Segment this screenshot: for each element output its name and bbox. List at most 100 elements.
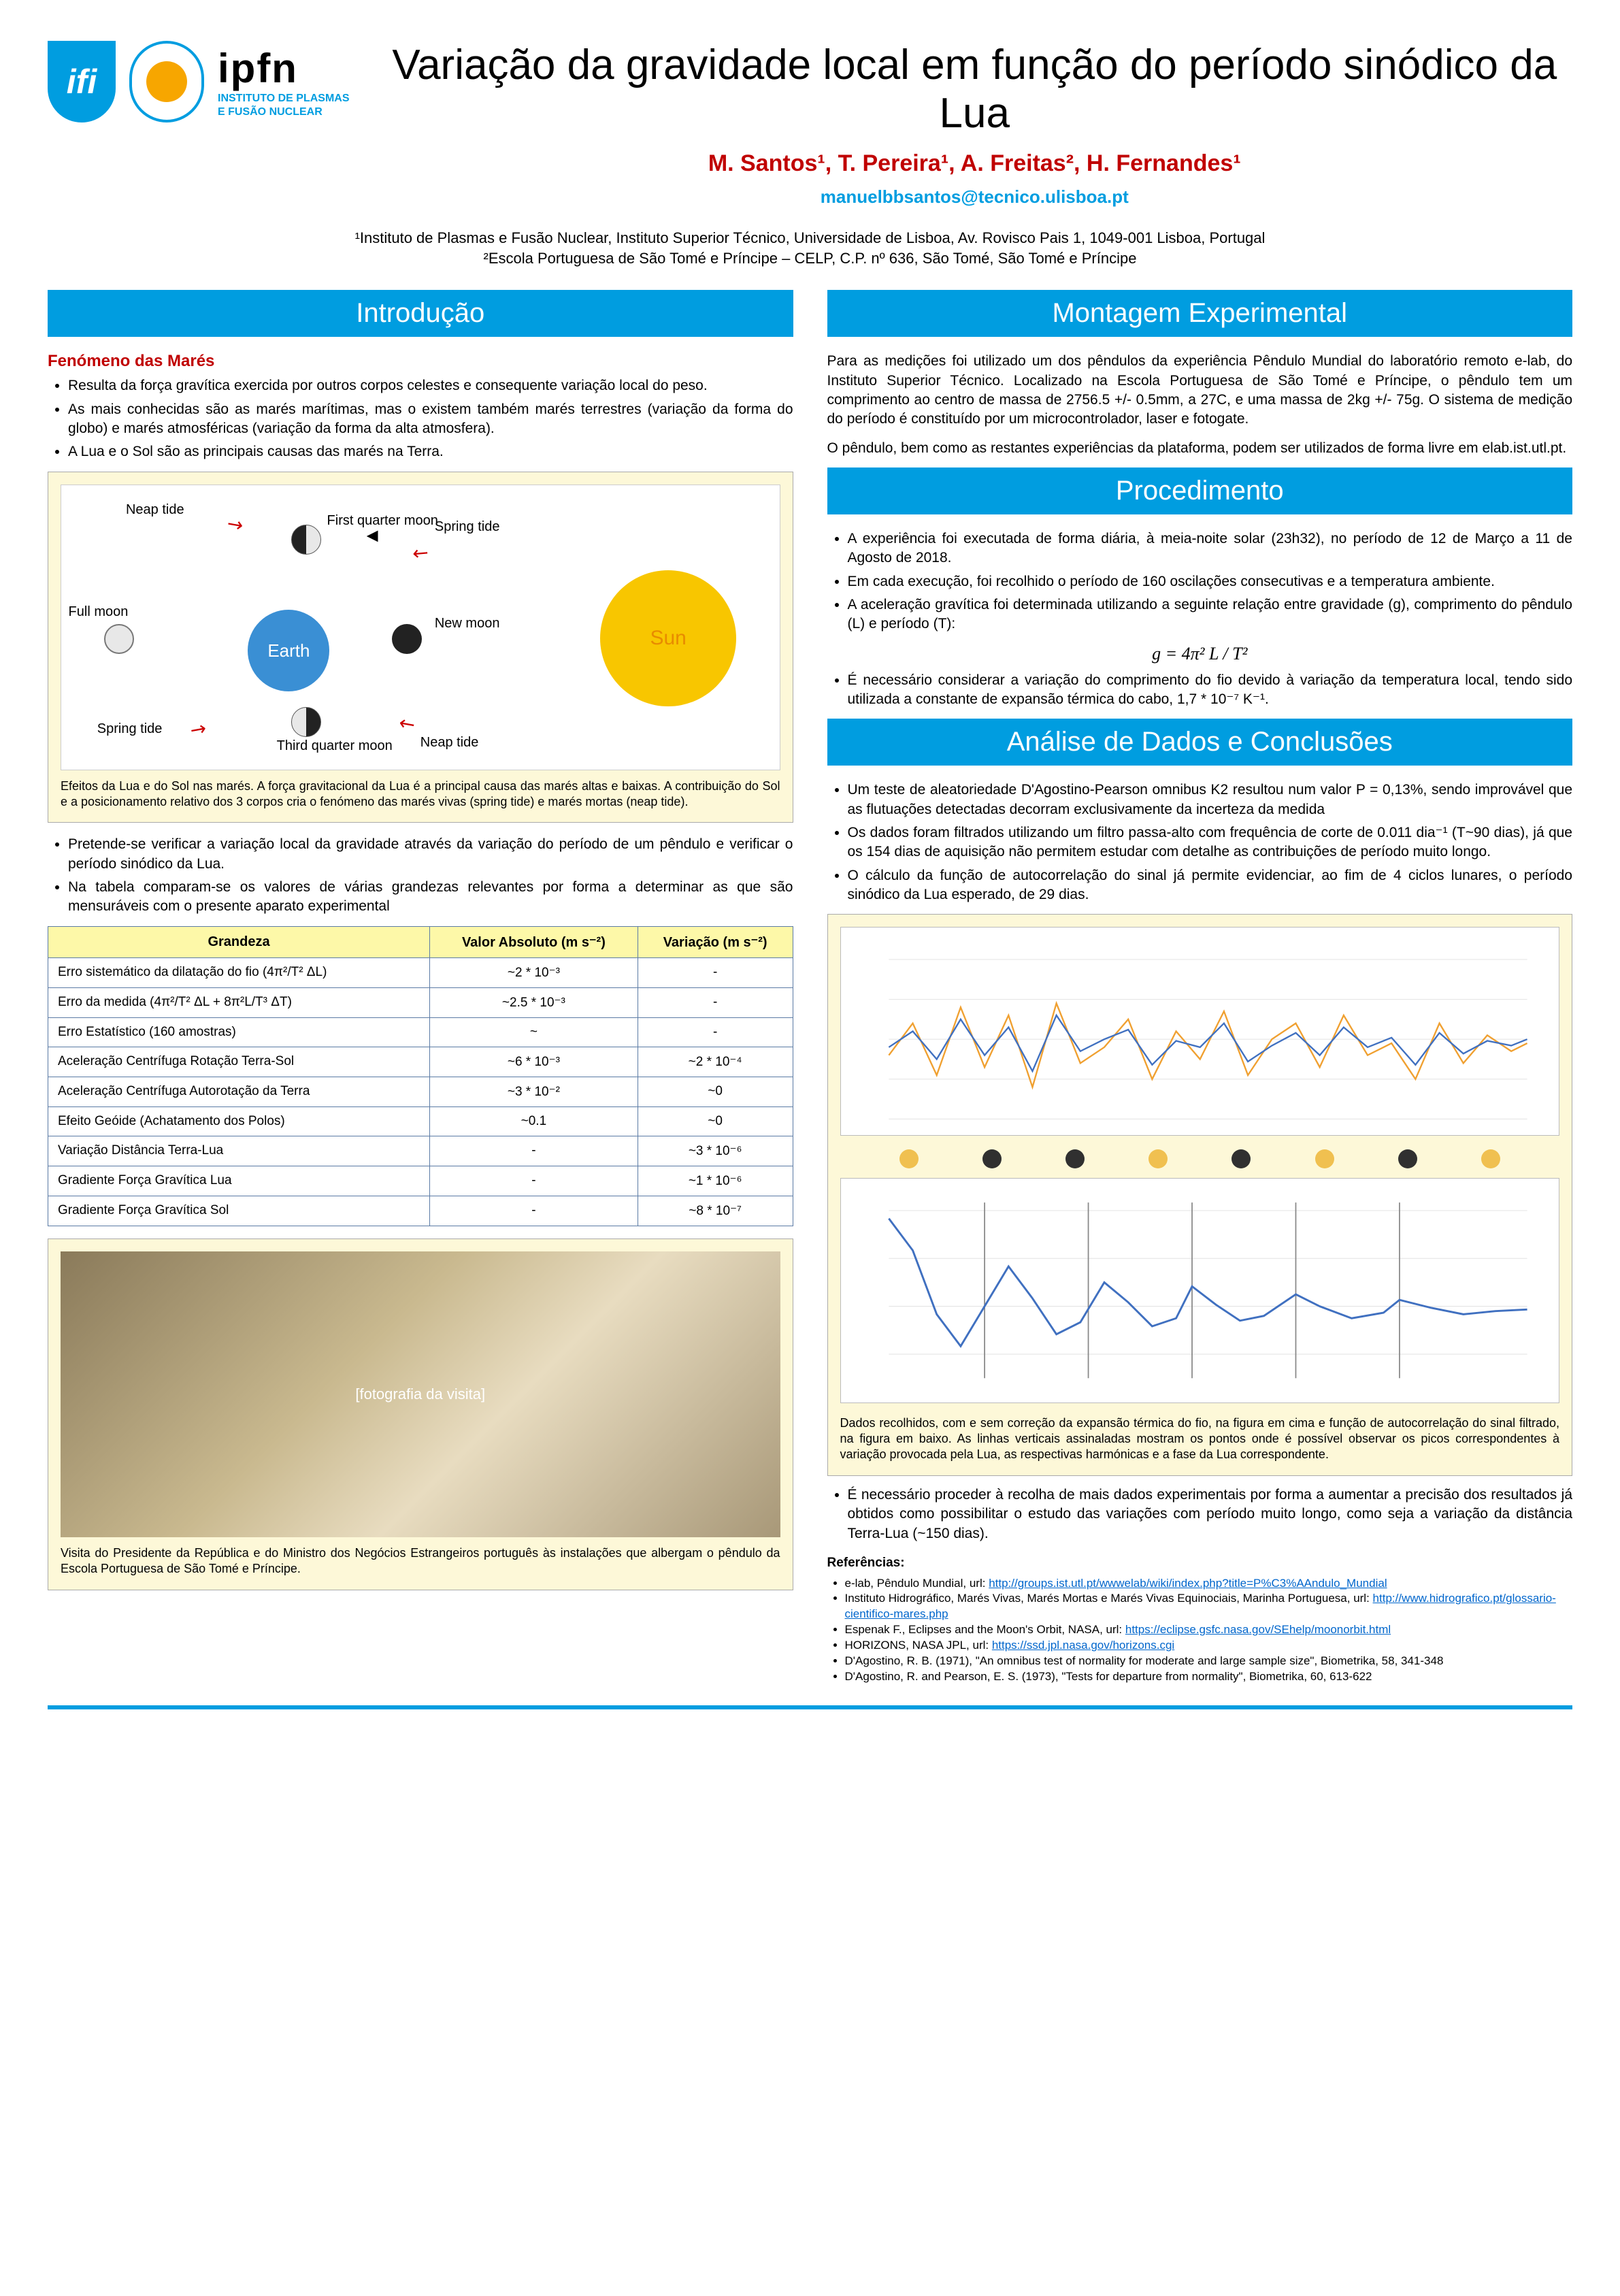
reference-item: D'Agostino, R. and Pearson, E. S. (1973)… [845, 1669, 1573, 1685]
objective-bullet: Na tabela comparam-se os valores de vári… [68, 878, 793, 917]
moon-phase-icon [1315, 1149, 1334, 1168]
earth-icon: Earth [248, 610, 329, 691]
new-moon-label: New moon [435, 616, 500, 632]
third-quarter-moon-icon [291, 707, 321, 737]
reference-item: e-lab, Pêndulo Mundial, url: http://grou… [845, 1576, 1573, 1592]
table-row: Aceleração Centrífuga Autorotação da Ter… [48, 1077, 793, 1106]
table-cell: ~0 [638, 1077, 793, 1106]
reference-link[interactable]: https://eclipse.gsfc.nasa.gov/SEhelp/moo… [1125, 1623, 1391, 1636]
ipfn-line1: INSTITUTO DE PLASMAS [218, 92, 350, 105]
reference-text: Instituto Hidrográfico, Marés Vivas, Mar… [845, 1592, 1373, 1605]
arrow-icon: ◄ [363, 525, 382, 546]
logo-group: ifi ipfn INSTITUTO DE PLASMAS E FUSÃO NU… [48, 41, 350, 122]
affiliation-2: ²Escola Portuguesa de São Tomé e Príncip… [48, 248, 1572, 269]
analysis-bullet: Um teste de aleatoriedade D'Agostino-Pea… [848, 781, 1573, 819]
photo-caption: Visita do Presidente da República e do M… [61, 1545, 780, 1577]
grandezas-table: Grandeza Valor Absoluto (m s⁻²) Variação… [48, 926, 793, 1226]
arrow-icon: ↙ [408, 539, 434, 566]
reference-text: HORIZONS, NASA JPL, url: [845, 1639, 992, 1652]
experimental-p1: Para as medições foi utilizado um dos pê… [827, 352, 1573, 429]
intro-bullets: Resulta da força gravítica exercida por … [48, 376, 793, 461]
poster-header: ifi ipfn INSTITUTO DE PLASMAS E FUSÃO NU… [48, 41, 1572, 208]
spring-tide-label: Spring tide [435, 519, 500, 535]
table-cell: Variação Distância Terra-Lua [48, 1136, 430, 1166]
autocorrelation-chart [840, 1178, 1560, 1403]
earth-label: Earth [267, 640, 310, 661]
procedure-bullet: A experiência foi executada de forma diá… [848, 529, 1573, 568]
table-cell: Aceleração Centrífuga Autorotação da Ter… [48, 1077, 430, 1106]
reference-item: D'Agostino, R. B. (1971), "An omnibus te… [845, 1654, 1573, 1669]
intro-bullet: A Lua e o Sol são as principais causas d… [68, 442, 793, 461]
procedure-bullet: Em cada execução, foi recolhido o períod… [848, 572, 1573, 591]
analysis-heading: Análise de Dados e Conclusões [827, 719, 1573, 766]
reference-item: HORIZONS, NASA JPL, url: https://ssd.jpl… [845, 1638, 1573, 1654]
table-row: Erro da medida (4π²/T² ΔL + 8π²L/T³ ΔT)~… [48, 987, 793, 1017]
neap-tide-label-2: Neap tide [420, 735, 479, 751]
table-cell: ~0 [638, 1106, 793, 1136]
table-cell: ~0.1 [430, 1106, 638, 1136]
affiliation-1: ¹Instituto de Plasmas e Fusão Nuclear, I… [48, 228, 1572, 249]
reference-item: Espenak F., Eclipses and the Moon's Orbi… [845, 1622, 1573, 1638]
table-cell: - [638, 957, 793, 987]
table-row: Gradiente Força Gravítica Sol-~8 * 10⁻⁷ [48, 1196, 793, 1226]
tide-figure: Earth Sun Neap tide Spring tide First qu… [48, 472, 793, 823]
third-quarter-label: Third quarter moon [277, 738, 393, 754]
table-cell: Erro Estatístico (160 amostras) [48, 1017, 430, 1047]
moon-phase-icon [1065, 1149, 1085, 1168]
reference-link[interactable]: http://groups.ist.utl.pt/wwwelab/wiki/in… [989, 1577, 1387, 1590]
analysis-bullets: Um teste de aleatoriedade D'Agostino-Pea… [827, 781, 1573, 904]
tide-diagram: Earth Sun Neap tide Spring tide First qu… [61, 485, 780, 770]
new-moon-icon [392, 624, 422, 654]
contact-email[interactable]: manuelbbsantos@tecnico.ulisboa.pt [377, 186, 1573, 208]
table-cell: Erro da medida (4π²/T² ΔL + 8π²L/T³ ΔT) [48, 987, 430, 1017]
table-cell: ~8 * 10⁻⁷ [638, 1196, 793, 1226]
ipfn-line2: E FUSÃO NUCLEAR [218, 105, 350, 118]
authors: M. Santos¹, T. Pereira¹, A. Freitas², H.… [377, 150, 1573, 177]
table-cell: ~1 * 10⁻⁶ [638, 1166, 793, 1196]
intro-bullet: As mais conhecidas são as marés marítima… [68, 400, 793, 439]
full-moon-label: Full moon [69, 604, 129, 620]
table-cell: ~ [430, 1017, 638, 1047]
first-quarter-label: First quarter moon [327, 513, 438, 529]
table-cell: Gradiente Força Gravítica Sol [48, 1196, 430, 1226]
table-cell: ~2.5 * 10⁻³ [430, 987, 638, 1017]
intro-heading: Introdução [48, 290, 793, 337]
references-title: Referências: [827, 1554, 1573, 1572]
intro-subheading: Fenómeno das Marés [48, 352, 793, 371]
ipfn-logo-text: ipfn INSTITUTO DE PLASMAS E FUSÃO NUCLEA… [218, 45, 350, 118]
moon-phase-icon [982, 1149, 1002, 1168]
table-cell: - [638, 987, 793, 1017]
table-cell: ~3 * 10⁻² [430, 1077, 638, 1106]
procedure-bullet: A aceleração gravítica foi determinada u… [848, 595, 1573, 634]
table-cell: Erro sistemático da dilatação do fio (4π… [48, 957, 430, 987]
table-cell: ~3 * 10⁻⁶ [638, 1136, 793, 1166]
reference-link[interactable]: https://ssd.jpl.nasa.gov/horizons.cgi [992, 1639, 1174, 1652]
full-moon-icon [104, 624, 134, 654]
table-cell: Aceleração Centrífuga Rotação Terra-Sol [48, 1047, 430, 1077]
analysis-bullet: O cálculo da função de autocorrelação do… [848, 866, 1573, 905]
table-cell: Efeito Geóide (Achatamento dos Polos) [48, 1106, 430, 1136]
ipfn-sun-icon [146, 61, 187, 102]
table-row: Variação Distância Terra-Lua-~3 * 10⁻⁶ [48, 1136, 793, 1166]
table-row: Erro sistemático da dilatação do fio (4π… [48, 957, 793, 987]
left-column: Introdução Fenómeno das Marés Resulta da… [48, 290, 793, 1685]
gravity-formula: g = 4π² L / T² [827, 644, 1573, 664]
procedure-after-bullet: É necessário considerar a variação do co… [848, 671, 1573, 710]
table-row: Efeito Geóide (Achatamento dos Polos)~0.… [48, 1106, 793, 1136]
first-quarter-moon-icon [291, 525, 321, 555]
spring-tide-label-2: Spring tide [97, 721, 163, 737]
table-cell: - [638, 1017, 793, 1047]
arrow-icon: ↗ [186, 716, 212, 743]
procedure-bullets: A experiência foi executada de forma diá… [827, 529, 1573, 634]
moon-phase-icon [1148, 1149, 1168, 1168]
reference-item: Instituto Hidrográfico, Marés Vivas, Mar… [845, 1591, 1573, 1622]
table-cell: Gradiente Força Gravítica Lua [48, 1166, 430, 1196]
objective-bullets: Pretende-se verificar a variação local d… [48, 835, 793, 916]
sun-icon: Sun [600, 570, 736, 706]
analysis-bullet: Os dados foram filtrados utilizando um f… [848, 823, 1573, 862]
table-row: Aceleração Centrífuga Rotação Terra-Sol ~… [48, 1047, 793, 1077]
table-cell: ~2 * 10⁻⁴ [638, 1047, 793, 1077]
poster-title: Variação da gravidade local em função do… [377, 41, 1573, 138]
tide-figure-caption: Efeitos da Lua e do Sol nas marés. A for… [61, 778, 780, 810]
table-header: Variação (m s⁻²) [638, 926, 793, 957]
